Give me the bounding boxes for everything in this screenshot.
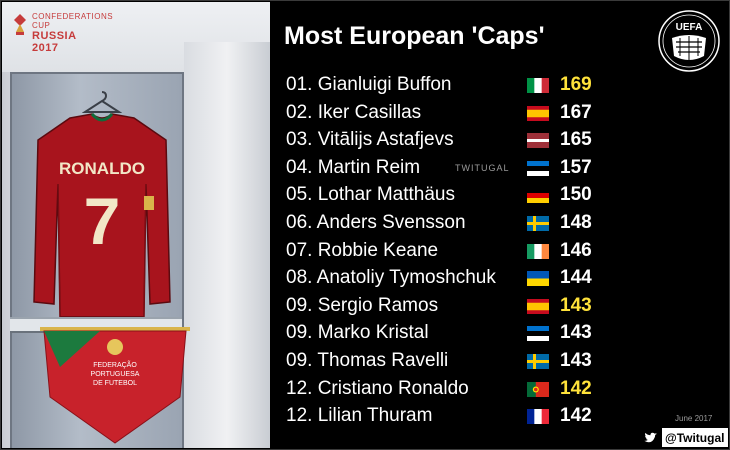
- spain-flag-icon: [527, 105, 549, 121]
- caps-count: 169: [560, 74, 592, 95]
- ranking-row: 06. Anders Svensson 148: [286, 210, 616, 238]
- caps-count: 146: [560, 239, 592, 261]
- estonia-flag-icon: [527, 326, 549, 342]
- pennant-line-1: FEDERAÇÃO: [93, 360, 137, 369]
- caps-count: 143: [560, 322, 592, 344]
- player-name: 06. Anders Svensson: [286, 211, 466, 233]
- ranking-row: 05. Lothar Matthäus 150: [286, 182, 616, 210]
- twitter-handle-badge: @Twitugal: [640, 428, 729, 447]
- portugal-flag-icon: [527, 381, 549, 397]
- date-label: June 2017: [675, 414, 713, 423]
- ranking-row: 12. Lilian Thuram 142: [286, 403, 616, 431]
- ranking-row: 02. Iker Casillas 167: [286, 100, 616, 128]
- ranking-row: 04. Martin Reim 157: [286, 155, 616, 183]
- jersey-name: RONALDO: [59, 159, 145, 178]
- ranking-row: 09. Thomas Ravelli 143: [286, 348, 616, 376]
- ukraine-flag-icon: [527, 271, 549, 287]
- caps-count: 167: [560, 101, 592, 123]
- sweden-flag-icon: [527, 353, 549, 369]
- ranking-row: 07. Robbie Keane 146: [286, 238, 616, 266]
- cup-line-3: 2017: [32, 42, 59, 54]
- twitter-handle: @Twitugal: [665, 430, 725, 445]
- hanger-icon: [82, 91, 122, 113]
- jersey-photo: CONFEDERATIONS CUP RUSSIA 2017 RONALDO 7…: [2, 2, 270, 448]
- twitter-bird-icon: [640, 428, 662, 447]
- caps-count: 148: [560, 211, 592, 233]
- pennant: FEDERAÇÃO PORTUGUESA DE FUTEBOL: [40, 327, 190, 444]
- sweden-flag-icon: [527, 215, 549, 231]
- uefa-logo-icon: UEFA: [658, 10, 720, 72]
- jersey-number: 7: [84, 184, 121, 258]
- player-name: 02. Iker Casillas: [286, 101, 422, 123]
- cup-line-2: RUSSIA: [32, 30, 77, 42]
- player-name: 05. Lothar Matthäus: [286, 184, 455, 206]
- player-name: 12. Lilian Thuram: [286, 405, 433, 427]
- caps-count: 144: [560, 267, 592, 289]
- player-name: 09. Marko Kristal: [286, 322, 429, 344]
- pennant-line-3: DE FUTEBOL: [93, 380, 137, 387]
- caps-count: 143: [560, 294, 592, 316]
- spain-flag-icon: [527, 298, 549, 314]
- player-name: 09. Thomas Ravelli: [286, 349, 449, 371]
- caps-count: 142: [560, 405, 592, 427]
- player-name: 03. Vitālijs Astafjevs: [286, 129, 454, 151]
- player-name: 07. Robbie Keane: [286, 239, 439, 261]
- ranking-row: 08. Anatoliy Tymoshchuk 144: [286, 265, 616, 293]
- germany-flag-icon: [527, 188, 549, 204]
- caps-count: 157: [560, 156, 592, 178]
- player-name: 08. Anatoliy Tymoshchuk: [286, 267, 496, 289]
- pennant-line-2: PORTUGUESA: [91, 371, 140, 378]
- jersey: RONALDO 7: [33, 112, 171, 318]
- italy-flag-icon: [527, 78, 549, 93]
- cup-logo-icon: [14, 14, 26, 35]
- ranking-row: 09. Marko Kristal 143: [286, 320, 616, 348]
- ranking-row: 12. Cristiano Ronaldo 142: [286, 376, 616, 404]
- ranking-row: 03. Vitālijs Astafjevs 165: [286, 127, 616, 155]
- player-name: 01. Gianluigi Buffon: [286, 74, 452, 95]
- ranking-row: 09. Sergio Ramos 143: [286, 293, 616, 321]
- estonia-flag-icon: [527, 160, 549, 176]
- player-name: 04. Martin Reim: [286, 156, 421, 178]
- caps-count: 150: [560, 184, 592, 206]
- uefa-logo-text: UEFA: [676, 22, 703, 33]
- player-name: 09. Sergio Ramos: [286, 294, 439, 316]
- caps-count: 143: [560, 349, 592, 371]
- ireland-flag-icon: [527, 243, 549, 259]
- watermark: TWITUGAL: [455, 163, 510, 173]
- ranking-row: 01. Gianluigi Buffon 169: [286, 72, 616, 100]
- cup-logo-text: CONFEDERATIONS CUP RUSSIA 2017: [32, 12, 114, 54]
- player-name: 12. Cristiano Ronaldo: [286, 377, 469, 399]
- caps-count: 165: [560, 129, 592, 151]
- france-flag-icon: [527, 409, 549, 425]
- caps-count: 142: [560, 377, 592, 399]
- page-title: Most European 'Caps': [284, 22, 545, 50]
- locker-right-panel: [184, 42, 270, 448]
- caps-ranking-list: 01. Gianluigi Buffon 169 02. Iker Casillas…: [286, 72, 616, 431]
- latvia-flag-icon: [527, 133, 549, 149]
- cup-line-1: CONFEDERATIONS CUP: [32, 12, 114, 30]
